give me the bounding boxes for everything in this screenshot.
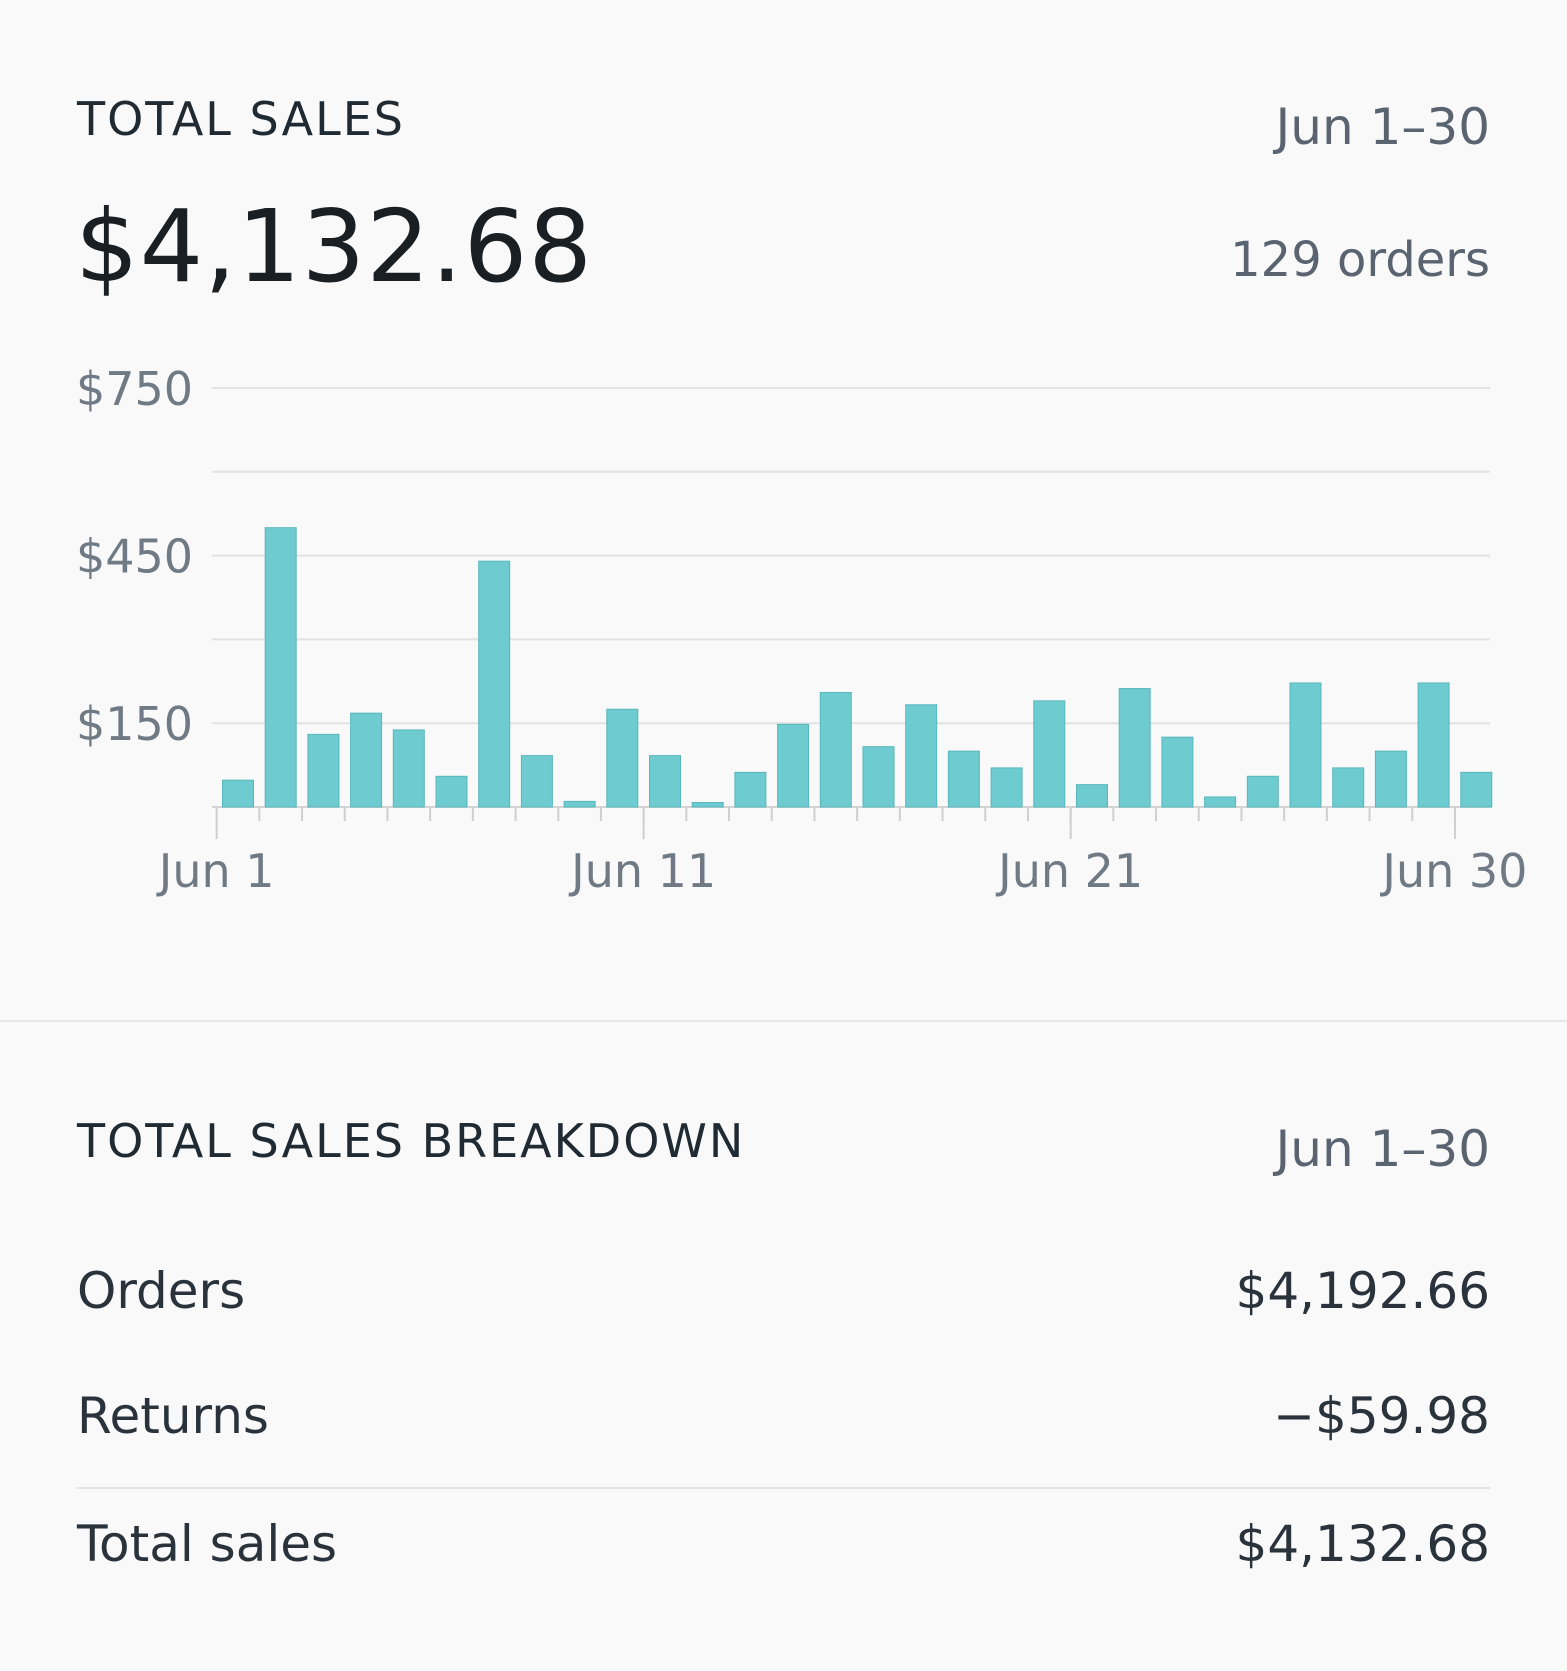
bar [1374,750,1407,808]
breakdown-row-total-sales: Total sales $4,132.68 [77,1515,1490,1605]
bar [862,746,895,808]
breakdown-row-orders: Orders $4,192.66 [77,1262,1490,1352]
bar [947,750,980,808]
y-tick-label: $150 [76,697,193,751]
bar [563,800,596,808]
order-count: 129 orders [1230,232,1490,288]
y-tick-label: $450 [76,530,193,584]
bar [520,755,553,808]
bar [819,691,852,808]
bar [606,708,639,808]
total-sales-card[interactable]: TOTAL SALES Jun 1–30 $4,132.68 129 order… [0,0,1567,1020]
x-tick-label: Jun 21 [995,844,1143,898]
x-tick-label: Jun 30 [1379,844,1527,898]
bar [990,767,1023,808]
sales-bar-chart[interactable]: $750 $450 $150 Jun 1 Jun 11 Jun 21 Jun 30 [0,340,1567,940]
bar [649,755,681,808]
bar [1076,784,1108,808]
bar [1332,767,1365,808]
section-divider [0,1020,1567,1022]
bar [1161,736,1194,808]
breakdown-row-label: Orders [77,1262,246,1320]
bar [392,729,425,808]
bar [691,802,724,808]
bar [222,779,254,808]
bar [1033,700,1066,808]
bar [264,527,297,808]
bar [1246,775,1279,808]
breakdown-heading: TOTAL SALES BREAKDOWN [77,1114,746,1168]
bar [350,712,383,808]
bar [1289,682,1322,808]
bar [1204,796,1237,808]
bar [734,771,767,808]
total-sales-date-range: Jun 1–30 [1275,98,1490,156]
bar [307,733,340,808]
bar [435,775,468,808]
x-tick-label: Jun 1 [156,844,275,898]
breakdown-row-label: Returns [77,1387,269,1445]
breakdown-row-value: −$59.98 [1273,1387,1490,1445]
x-tick-label: Jun 11 [568,844,716,898]
bar [478,560,511,808]
bar [905,704,938,808]
bar [1417,682,1450,808]
bar [1460,771,1493,808]
bar [1118,688,1151,808]
total-sales-heading: TOTAL SALES [77,92,405,146]
y-tick-label: $750 [76,362,193,416]
bar [777,723,810,808]
breakdown-date-range: Jun 1–30 [1275,1120,1490,1178]
breakdown-row-returns: Returns −$59.98 [77,1387,1490,1477]
breakdown-row-label: Total sales [77,1515,338,1573]
breakdown-total-divider [77,1487,1490,1489]
breakdown-row-value: $4,192.66 [1235,1262,1490,1320]
breakdown-row-value: $4,132.68 [1235,1515,1490,1573]
total-sales-amount: $4,132.68 [75,188,593,305]
sales-breakdown-card: TOTAL SALES BREAKDOWN Jun 1–30 Orders $4… [0,1022,1567,1671]
